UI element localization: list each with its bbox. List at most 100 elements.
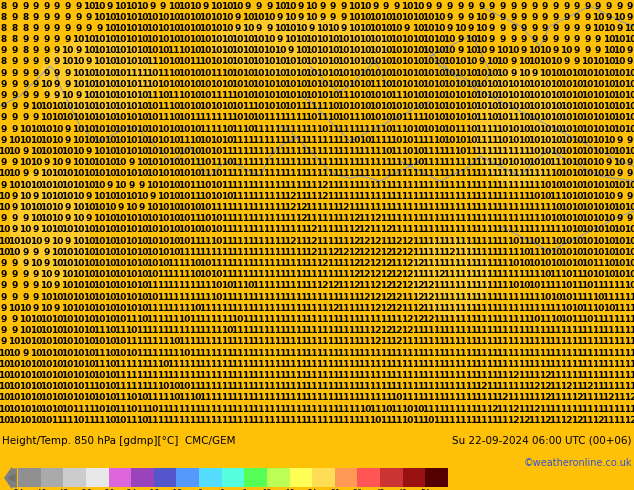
Text: 12: 12	[411, 304, 424, 313]
Text: 11: 11	[496, 360, 509, 369]
Text: 10: 10	[104, 24, 116, 33]
Text: 10: 10	[518, 281, 530, 291]
Text: 11: 11	[252, 304, 265, 313]
Text: 9: 9	[11, 281, 18, 291]
Text: 10: 10	[30, 237, 42, 245]
Text: 11: 11	[496, 293, 509, 302]
Text: 11: 11	[274, 281, 286, 291]
Text: 11: 11	[624, 315, 634, 324]
Text: 11: 11	[571, 360, 583, 369]
Text: 9: 9	[117, 203, 124, 212]
Text: 12: 12	[337, 248, 350, 257]
Text: 9: 9	[22, 35, 29, 44]
Text: 10: 10	[380, 405, 392, 414]
Text: 10: 10	[157, 158, 169, 167]
Text: 9: 9	[478, 1, 484, 10]
Text: 11: 11	[528, 348, 541, 358]
Text: 11: 11	[274, 170, 286, 178]
Text: 10: 10	[167, 214, 180, 223]
Text: 11: 11	[210, 315, 223, 324]
Text: 12: 12	[369, 281, 382, 291]
Text: 10: 10	[178, 102, 191, 111]
Text: 9: 9	[489, 1, 495, 10]
Text: 11: 11	[252, 203, 265, 212]
Text: 11: 11	[306, 136, 318, 145]
Text: 11: 11	[210, 203, 223, 212]
Text: 11: 11	[199, 248, 212, 257]
Text: 10: 10	[104, 69, 116, 78]
Text: 10: 10	[30, 338, 42, 346]
Text: 11: 11	[411, 338, 424, 346]
Text: 10: 10	[115, 315, 127, 324]
Text: 10: 10	[550, 293, 562, 302]
Text: 10: 10	[476, 24, 488, 33]
Text: 10: 10	[443, 80, 456, 89]
Text: 11: 11	[581, 293, 594, 302]
Text: 11: 11	[221, 237, 233, 245]
Text: 9: 9	[553, 1, 559, 10]
Text: 10: 10	[560, 281, 573, 291]
Text: 12: 12	[391, 293, 403, 302]
Text: 10: 10	[104, 348, 116, 358]
Text: 10: 10	[592, 192, 604, 201]
Text: 10: 10	[295, 69, 307, 78]
Text: 10: 10	[380, 80, 392, 89]
Text: 11: 11	[401, 170, 413, 178]
Text: 10: 10	[359, 24, 371, 33]
Text: 11: 11	[242, 304, 254, 313]
Text: 9: 9	[595, 1, 602, 10]
Text: 10: 10	[104, 91, 116, 100]
Text: 11: 11	[252, 192, 265, 201]
Text: 11: 11	[178, 393, 191, 402]
Text: 11: 11	[496, 214, 509, 223]
Text: 10: 10	[348, 46, 360, 55]
Text: 10: 10	[8, 248, 21, 257]
Text: 11: 11	[422, 348, 435, 358]
Text: 10: 10	[581, 315, 594, 324]
Text: 10: 10	[82, 158, 95, 167]
Text: 11: 11	[401, 203, 413, 212]
Text: 11: 11	[496, 281, 509, 291]
Text: 11: 11	[369, 382, 382, 391]
Text: 10: 10	[115, 416, 127, 425]
Text: 11: 11	[401, 225, 413, 234]
Text: 11: 11	[189, 214, 201, 223]
Text: 11: 11	[263, 416, 276, 425]
Text: 9: 9	[11, 46, 18, 55]
Text: 11: 11	[401, 214, 413, 223]
Text: 11: 11	[337, 371, 350, 380]
Text: 10: 10	[19, 124, 32, 134]
Text: 10: 10	[178, 315, 191, 324]
Text: 11: 11	[327, 360, 339, 369]
Text: 11: 11	[358, 304, 371, 313]
Text: 11: 11	[157, 281, 169, 291]
Text: 11: 11	[454, 203, 467, 212]
Text: 10: 10	[40, 293, 53, 302]
Text: 10: 10	[571, 181, 583, 190]
Text: 11: 11	[496, 405, 509, 414]
Text: 10: 10	[8, 393, 21, 402]
Text: 10: 10	[72, 393, 84, 402]
Text: 11: 11	[327, 237, 339, 245]
Text: 10: 10	[30, 147, 42, 156]
Text: 10: 10	[8, 338, 21, 346]
Text: 9: 9	[11, 114, 18, 122]
Text: 10: 10	[284, 102, 297, 111]
Text: 10: 10	[560, 136, 573, 145]
Text: 9: 9	[256, 1, 262, 10]
Text: 10: 10	[93, 203, 106, 212]
Text: 10: 10	[242, 114, 254, 122]
Text: 11: 11	[496, 248, 509, 257]
Text: 11: 11	[178, 338, 191, 346]
Text: 11: 11	[348, 338, 360, 346]
Text: 9: 9	[616, 214, 623, 223]
Text: 10: 10	[125, 214, 138, 223]
Text: -24: -24	[125, 489, 138, 490]
Text: 10: 10	[486, 69, 498, 78]
Text: 12: 12	[316, 259, 328, 268]
Text: 10: 10	[93, 405, 106, 414]
Text: 10: 10	[592, 136, 604, 145]
Text: 11: 11	[146, 91, 158, 100]
Text: 10: 10	[560, 114, 573, 122]
Text: 10: 10	[411, 124, 424, 134]
